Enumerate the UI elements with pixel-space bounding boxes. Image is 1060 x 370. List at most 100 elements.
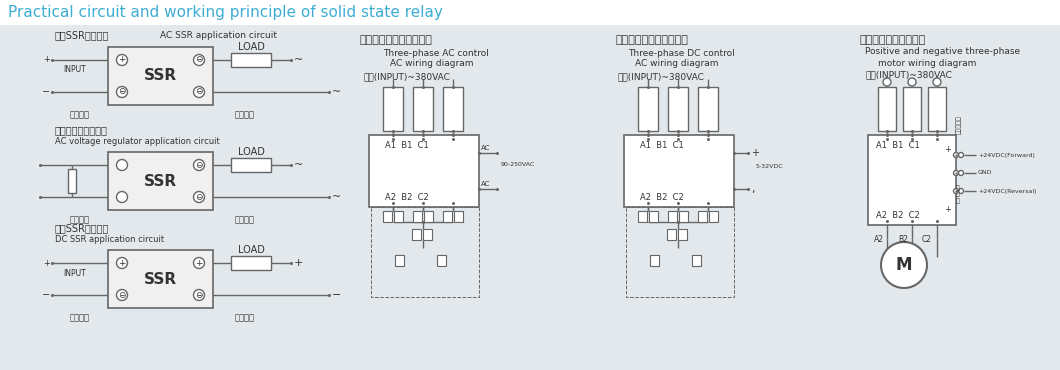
- Bar: [369, 135, 479, 207]
- Bar: [868, 135, 956, 225]
- Circle shape: [117, 54, 127, 65]
- Text: ⊖: ⊖: [119, 290, 126, 299]
- Bar: [68, 169, 76, 193]
- Text: 90-250VAC: 90-250VAC: [501, 162, 535, 168]
- Bar: [638, 87, 658, 131]
- Bar: [709, 211, 718, 222]
- Bar: [412, 229, 421, 240]
- Text: −: −: [332, 290, 341, 300]
- Circle shape: [194, 159, 205, 171]
- Text: A1  B1  C1: A1 B1 C1: [640, 141, 684, 149]
- Circle shape: [881, 242, 928, 288]
- Text: AC voltage regulator application circuit: AC voltage regulator application circuit: [55, 137, 219, 145]
- Text: LOAD: LOAD: [237, 147, 264, 157]
- Text: −: −: [42, 290, 50, 300]
- Text: A2: A2: [874, 235, 884, 243]
- Text: A2  B2  C2: A2 B2 C2: [876, 211, 920, 219]
- Text: ⊖: ⊖: [195, 87, 202, 97]
- Circle shape: [194, 258, 205, 269]
- Circle shape: [954, 152, 958, 158]
- Circle shape: [958, 171, 964, 175]
- Circle shape: [954, 171, 958, 175]
- Text: ⊖: ⊖: [195, 161, 202, 169]
- Text: ~: ~: [294, 55, 303, 65]
- Text: LOAD: LOAD: [237, 42, 264, 52]
- Bar: [638, 211, 647, 222]
- Bar: [108, 47, 213, 105]
- Text: 三相电机正反转接线图: 三相电机正反转接线图: [860, 35, 926, 45]
- Text: A1  B1  C1: A1 B1 C1: [876, 141, 920, 149]
- Bar: [231, 158, 271, 172]
- Text: motor wiring diagram: motor wiring diagram: [878, 58, 976, 67]
- Bar: [371, 207, 479, 297]
- Text: 控制电压: 控制电压: [70, 111, 90, 120]
- Text: A2  B2  C2: A2 B2 C2: [385, 192, 428, 202]
- Circle shape: [194, 87, 205, 98]
- Text: AC wiring diagram: AC wiring diagram: [635, 60, 719, 68]
- Text: AC: AC: [481, 181, 491, 187]
- Text: AC wiring diagram: AC wiring diagram: [390, 60, 474, 68]
- Bar: [454, 211, 463, 222]
- Bar: [692, 255, 701, 266]
- Text: 输入(INPUT)~380VAC: 输入(INPUT)~380VAC: [363, 73, 449, 81]
- Text: 5-32VDC: 5-32VDC: [756, 165, 783, 169]
- Text: SSR: SSR: [144, 272, 177, 286]
- Circle shape: [117, 192, 127, 202]
- Bar: [679, 211, 688, 222]
- Text: 刑
罚
等: 刑 罚 等: [956, 185, 959, 204]
- Text: 正转继电器: 正转继电器: [956, 115, 961, 134]
- Text: +: +: [944, 145, 952, 155]
- Text: INPUT: INPUT: [64, 65, 86, 74]
- Circle shape: [194, 192, 205, 202]
- Text: 电源电压: 电源电压: [235, 313, 255, 323]
- Circle shape: [194, 54, 205, 65]
- Bar: [678, 229, 687, 240]
- Circle shape: [117, 289, 127, 300]
- Text: ⊖: ⊖: [195, 56, 202, 64]
- Text: AC: AC: [481, 145, 491, 151]
- Text: ,: ,: [750, 184, 755, 194]
- Circle shape: [954, 188, 958, 194]
- Text: ⊖: ⊖: [195, 290, 202, 299]
- Bar: [697, 211, 707, 222]
- Text: SSR: SSR: [144, 174, 177, 188]
- Text: 三相交流控制交流接线图: 三相交流控制交流接线图: [360, 35, 432, 45]
- Circle shape: [194, 289, 205, 300]
- Bar: [108, 250, 213, 308]
- Bar: [231, 256, 271, 270]
- Text: GND: GND: [978, 171, 992, 175]
- Text: B2: B2: [898, 235, 907, 243]
- Bar: [649, 211, 658, 222]
- Bar: [443, 211, 452, 222]
- Circle shape: [933, 78, 941, 86]
- Bar: [878, 87, 896, 131]
- Bar: [231, 53, 271, 67]
- Bar: [668, 87, 688, 131]
- Text: LOAD: LOAD: [237, 245, 264, 255]
- Text: 输入(INPUT)~380VAC: 输入(INPUT)~380VAC: [618, 73, 705, 81]
- Text: +: +: [43, 259, 50, 268]
- Bar: [383, 87, 403, 131]
- Bar: [650, 255, 659, 266]
- Bar: [903, 87, 921, 131]
- Text: −: −: [42, 87, 50, 97]
- Text: 交流SSR应用电路: 交流SSR应用电路: [55, 30, 109, 40]
- Text: ⊖: ⊖: [119, 87, 126, 97]
- Bar: [394, 211, 403, 222]
- Text: ⊖: ⊖: [195, 192, 202, 202]
- Text: 电源电压: 电源电压: [235, 111, 255, 120]
- Circle shape: [908, 78, 916, 86]
- Text: +: +: [43, 56, 50, 64]
- Text: +: +: [119, 259, 126, 268]
- Text: 电源电压: 电源电压: [235, 215, 255, 225]
- Bar: [0, 0, 1060, 25]
- Text: M: M: [896, 256, 913, 274]
- Circle shape: [117, 159, 127, 171]
- Bar: [413, 87, 432, 131]
- Text: +: +: [750, 148, 759, 158]
- Text: SSR: SSR: [144, 68, 177, 84]
- Bar: [928, 87, 946, 131]
- Text: +: +: [294, 258, 303, 268]
- Text: ~: ~: [332, 87, 341, 97]
- Bar: [383, 211, 392, 222]
